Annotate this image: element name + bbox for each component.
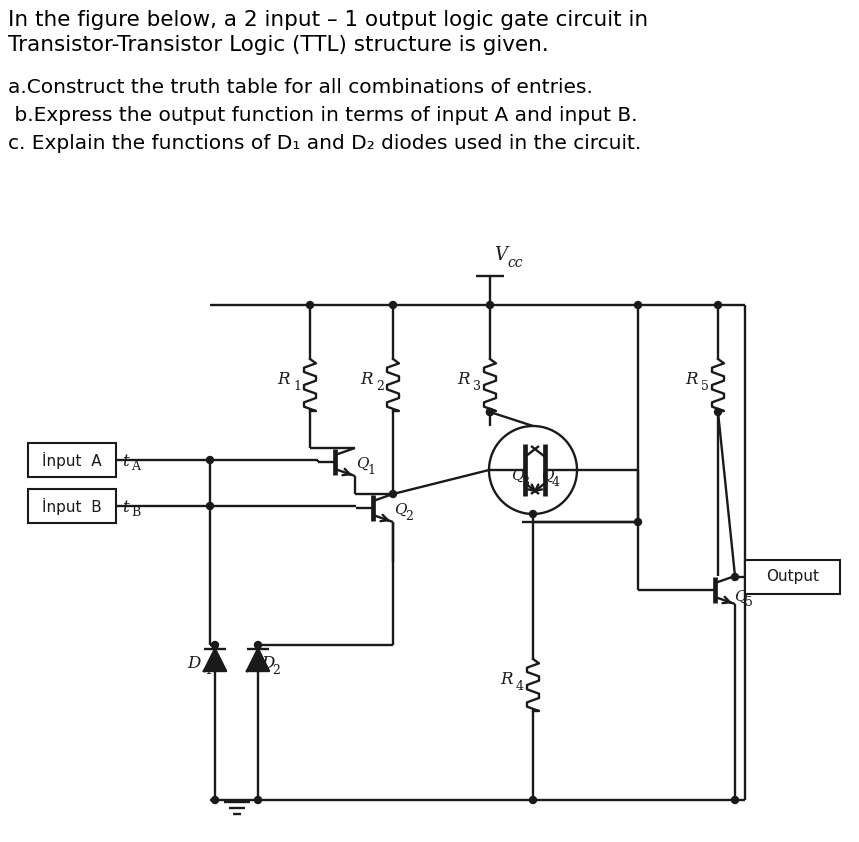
Circle shape [254,797,261,803]
Text: 2: 2 [272,663,280,676]
Text: 5: 5 [701,381,709,393]
Text: Q: Q [394,503,406,517]
Circle shape [715,301,722,308]
Circle shape [254,642,261,648]
FancyBboxPatch shape [28,443,116,477]
Text: R: R [501,672,513,689]
Circle shape [486,408,494,415]
Polygon shape [247,649,269,671]
Text: Transistor-Transistor Logic (TTL) structure is given.: Transistor-Transistor Logic (TTL) struct… [8,35,549,55]
Circle shape [206,456,214,463]
Text: R: R [277,371,290,388]
Text: t: t [122,452,129,470]
Polygon shape [204,649,226,671]
Circle shape [389,491,397,498]
Text: Q: Q [356,457,369,471]
Circle shape [211,642,218,648]
Text: İnput  A: İnput A [42,451,102,468]
Text: 2: 2 [405,509,413,523]
Circle shape [389,301,397,308]
Text: Output: Output [766,569,819,584]
Text: Q: Q [541,469,553,483]
Text: Q: Q [734,590,746,604]
Text: t: t [122,498,129,515]
Text: R: R [685,371,698,388]
Circle shape [635,301,642,308]
Text: 1: 1 [293,381,301,393]
Circle shape [486,408,494,415]
Circle shape [529,510,537,518]
Circle shape [529,797,537,803]
Circle shape [635,519,642,525]
Text: R: R [361,371,373,388]
Text: B: B [131,507,140,520]
Text: A: A [131,461,140,473]
Text: 2: 2 [376,381,384,393]
Text: V: V [494,246,507,264]
Circle shape [486,301,494,308]
FancyBboxPatch shape [745,560,840,594]
Text: 3: 3 [522,476,530,488]
Circle shape [732,797,739,803]
Text: b.Express the output function in terms of input A and input B.: b.Express the output function in terms o… [8,106,637,125]
Circle shape [715,408,722,415]
Text: Q: Q [511,469,523,483]
Circle shape [211,797,218,803]
Circle shape [307,301,314,308]
Text: R: R [458,371,470,388]
Text: 4: 4 [552,476,560,488]
FancyBboxPatch shape [28,489,116,523]
Text: D: D [261,656,274,673]
Text: İnput  B: İnput B [42,498,102,514]
Text: 5: 5 [745,596,752,610]
Text: In the figure below, a 2 input – 1 output logic gate circuit in: In the figure below, a 2 input – 1 outpu… [8,10,649,30]
Text: 1: 1 [367,463,375,477]
Text: 4: 4 [516,680,524,694]
Text: a.Construct the truth table for all combinations of entries.: a.Construct the truth table for all comb… [8,78,593,97]
Circle shape [732,573,739,580]
Text: 1: 1 [204,663,212,676]
Circle shape [206,503,214,509]
Text: cc: cc [507,256,522,270]
Text: c. Explain the functions of D₁ and D₂ diodes used in the circuit.: c. Explain the functions of D₁ and D₂ di… [8,134,642,153]
Text: D: D [187,656,201,673]
Text: 3: 3 [473,381,481,393]
